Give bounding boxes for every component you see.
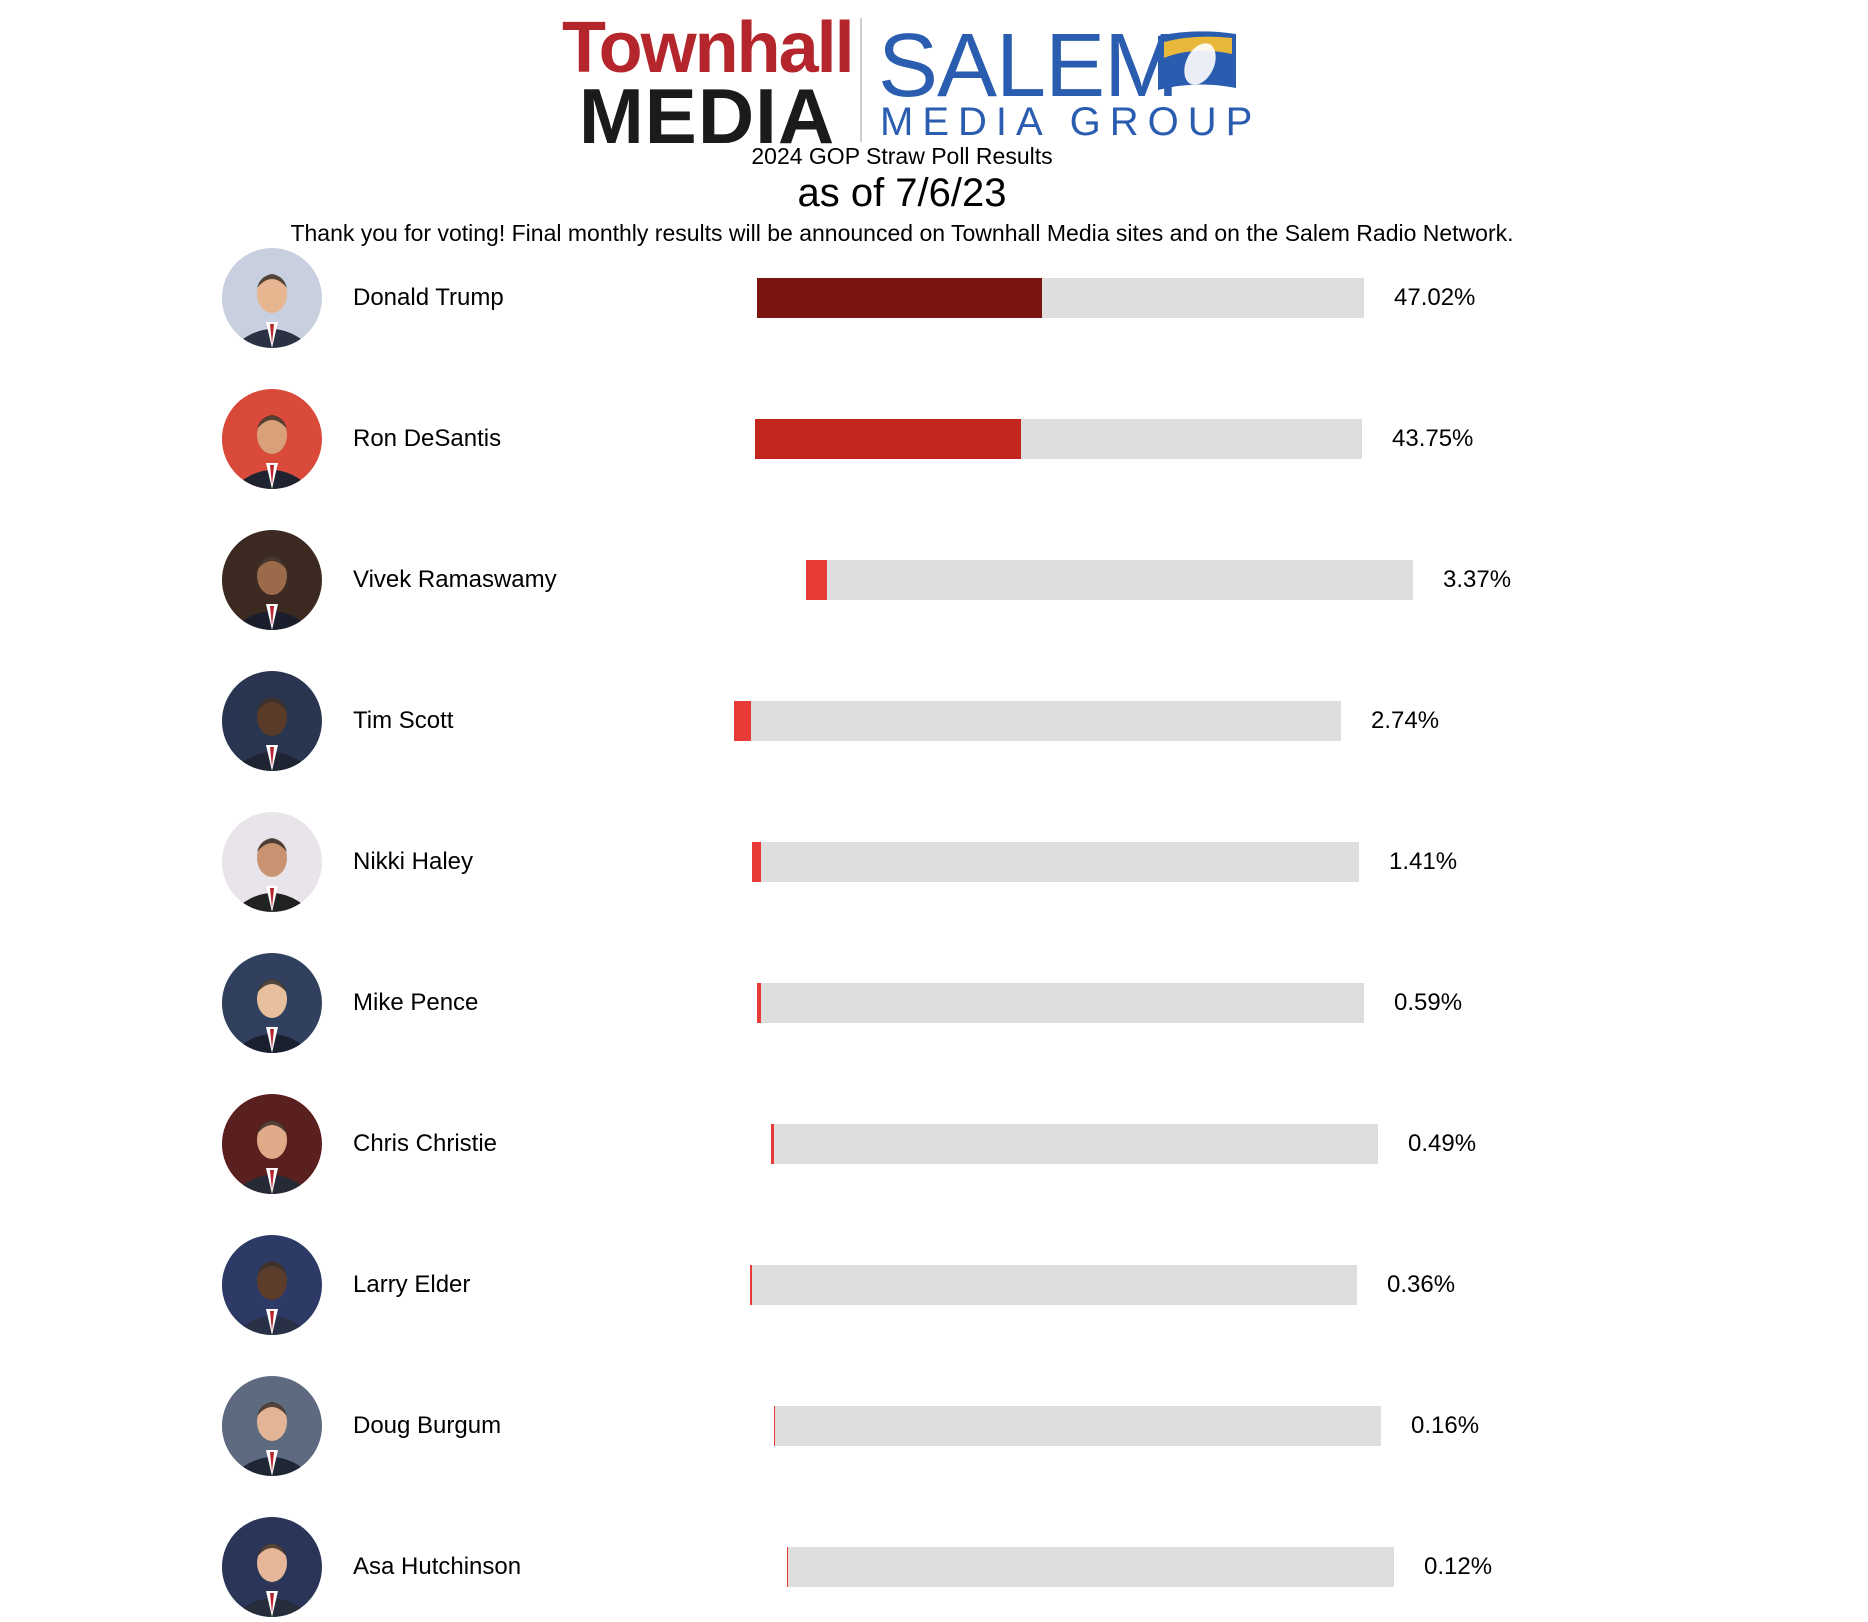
poll-title: 2024 GOP Straw Poll Results bbox=[751, 143, 1053, 169]
candidate-name: Mike Pence bbox=[353, 989, 479, 1016]
portrait-icon bbox=[222, 953, 322, 1053]
townhall-logo-bottom: MEDIA bbox=[578, 72, 836, 160]
salem-media-group-logo: SALEM MEDIA GROUP bbox=[878, 14, 1252, 144]
candidate-row: Mike Pence 0.59% bbox=[0, 953, 1868, 1053]
data-label: 0.59% bbox=[1394, 989, 1463, 1016]
portrait-icon bbox=[222, 1235, 322, 1335]
candidate-row: Tim Scott 2.74% bbox=[0, 671, 1868, 771]
candidate-name: Larry Elder bbox=[353, 1271, 471, 1298]
data-label: 0.49% bbox=[1408, 1130, 1477, 1157]
candidate-name: Doug Burgum bbox=[353, 1412, 502, 1439]
candidate-name: Vivek Ramaswamy bbox=[353, 566, 557, 593]
logo-divider bbox=[860, 18, 862, 142]
townhall-media-logo: Townhall MEDIA bbox=[562, 8, 855, 158]
candidate-row: Vivek Ramaswamy 3.37% bbox=[0, 530, 1868, 630]
salem-logo-top: SALEM bbox=[878, 16, 1179, 116]
salem-logo-bottom: MEDIA GROUP bbox=[880, 100, 1262, 144]
candidate-name: Nikki Haley bbox=[353, 848, 474, 875]
data-label: 0.12% bbox=[1424, 1553, 1493, 1580]
bar bbox=[734, 701, 751, 741]
data-label: 43.75% bbox=[1392, 425, 1474, 452]
portrait-icon bbox=[222, 389, 322, 489]
candidate-row: Nikki Haley 1.41% bbox=[0, 812, 1868, 912]
bar-track bbox=[806, 560, 1413, 600]
data-label: 2.74% bbox=[1371, 707, 1440, 734]
bar bbox=[774, 1406, 775, 1446]
portrait-icon bbox=[222, 1376, 322, 1476]
bar-track bbox=[734, 701, 1341, 741]
bar bbox=[757, 278, 1043, 318]
candidate-name: Ron DeSantis bbox=[353, 425, 502, 452]
portrait-icon bbox=[222, 530, 322, 630]
candidate-row: Ron DeSantis 43.75% bbox=[0, 389, 1868, 489]
bar bbox=[752, 842, 761, 882]
bar bbox=[771, 1124, 774, 1164]
candidate-row: Larry Elder 0.36% bbox=[0, 1235, 1868, 1335]
bar bbox=[755, 419, 1021, 459]
townhall-logo-top: Townhall bbox=[562, 8, 855, 88]
data-label: 3.37% bbox=[1443, 566, 1512, 593]
bar-track bbox=[771, 1124, 1378, 1164]
bar-track bbox=[787, 1547, 1394, 1587]
candidate-row: Donald Trump 47.02% bbox=[0, 248, 1868, 348]
bar-track bbox=[757, 983, 1364, 1023]
candidate-name: Donald Trump bbox=[353, 284, 504, 311]
bar bbox=[806, 560, 827, 600]
data-label: 0.36% bbox=[1387, 1271, 1456, 1298]
candidate-name: Tim Scott bbox=[353, 707, 454, 734]
candidate-row: Chris Christie 0.49% bbox=[0, 1094, 1868, 1194]
bar-track bbox=[752, 842, 1359, 882]
bar-track bbox=[774, 1406, 1381, 1446]
portrait-icon bbox=[222, 671, 322, 771]
poll-date: as of 7/6/23 bbox=[797, 171, 1007, 215]
bar bbox=[750, 1265, 753, 1305]
portrait-icon bbox=[222, 1094, 322, 1194]
salem-mark-icon bbox=[1158, 31, 1236, 90]
bar-track bbox=[750, 1265, 1357, 1305]
candidate-name: Asa Hutchinson bbox=[353, 1553, 522, 1580]
candidate-row: Doug Burgum 0.16% bbox=[0, 1376, 1868, 1476]
portrait-icon bbox=[222, 812, 322, 912]
portrait-icon bbox=[222, 248, 322, 348]
data-label: 1.41% bbox=[1389, 848, 1458, 875]
candidate-name: Chris Christie bbox=[353, 1130, 498, 1157]
bar bbox=[757, 983, 761, 1023]
bar-track bbox=[757, 278, 1364, 318]
header-logos: Townhall MEDIA SALEM MEDIA GROUP bbox=[562, 8, 1252, 158]
poll-note: Thank you for voting! Final monthly resu… bbox=[290, 220, 1514, 246]
data-label: 47.02% bbox=[1394, 284, 1476, 311]
candidate-row: Asa Hutchinson 0.12% bbox=[0, 1517, 1868, 1617]
portrait-icon bbox=[222, 1517, 322, 1617]
data-label: 0.16% bbox=[1411, 1412, 1480, 1439]
bar bbox=[787, 1547, 788, 1587]
bar-track bbox=[755, 419, 1362, 459]
